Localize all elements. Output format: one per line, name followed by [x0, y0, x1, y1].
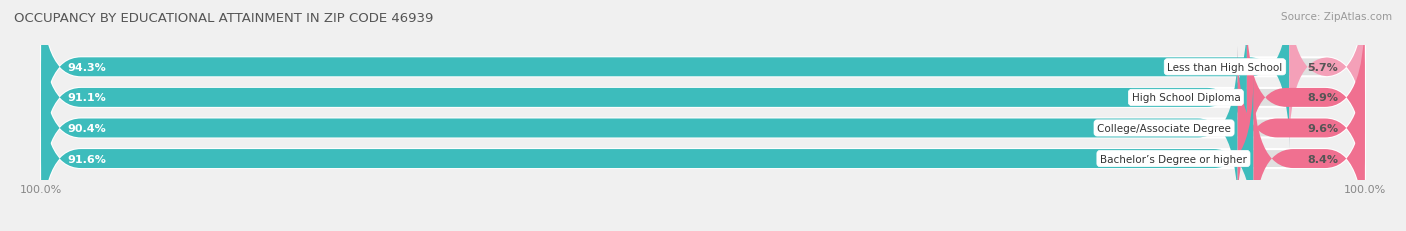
Text: 9.6%: 9.6%	[1308, 123, 1339, 133]
FancyBboxPatch shape	[41, 16, 1247, 180]
Text: Bachelor’s Degree or higher: Bachelor’s Degree or higher	[1099, 154, 1247, 164]
FancyBboxPatch shape	[1289, 0, 1365, 149]
FancyBboxPatch shape	[41, 77, 1254, 231]
Text: 91.6%: 91.6%	[67, 154, 107, 164]
Text: 91.1%: 91.1%	[67, 93, 107, 103]
Text: 5.7%: 5.7%	[1308, 63, 1339, 73]
FancyBboxPatch shape	[41, 0, 1365, 149]
FancyBboxPatch shape	[41, 46, 1365, 210]
Text: OCCUPANCY BY EDUCATIONAL ATTAINMENT IN ZIP CODE 46939: OCCUPANCY BY EDUCATIONAL ATTAINMENT IN Z…	[14, 12, 433, 24]
Text: Less than High School: Less than High School	[1167, 63, 1282, 73]
FancyBboxPatch shape	[41, 16, 1365, 180]
Text: Source: ZipAtlas.com: Source: ZipAtlas.com	[1281, 12, 1392, 21]
FancyBboxPatch shape	[41, 77, 1365, 231]
FancyBboxPatch shape	[1237, 46, 1365, 210]
FancyBboxPatch shape	[1254, 77, 1365, 231]
Text: College/Associate Degree: College/Associate Degree	[1097, 123, 1232, 133]
FancyBboxPatch shape	[41, 46, 1237, 210]
Text: 90.4%: 90.4%	[67, 123, 107, 133]
Text: 8.9%: 8.9%	[1308, 93, 1339, 103]
Text: 94.3%: 94.3%	[67, 63, 107, 73]
FancyBboxPatch shape	[41, 0, 1289, 149]
FancyBboxPatch shape	[1247, 16, 1365, 180]
Text: 8.4%: 8.4%	[1308, 154, 1339, 164]
Text: High School Diploma: High School Diploma	[1132, 93, 1240, 103]
